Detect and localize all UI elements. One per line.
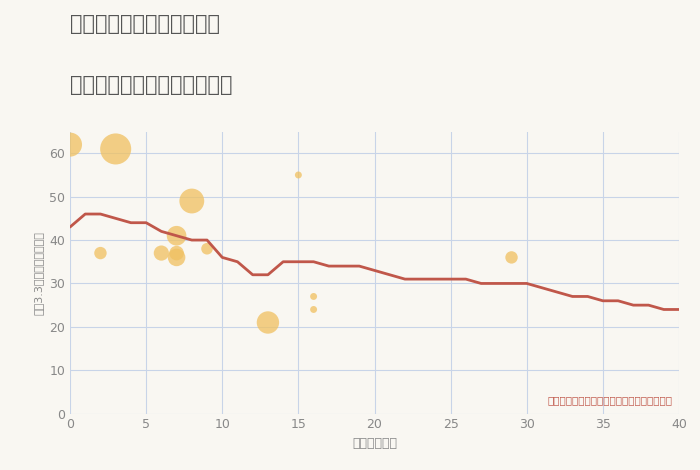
Point [308, 293, 319, 300]
Point [202, 245, 213, 252]
Point [156, 249, 167, 257]
Point [308, 306, 319, 313]
Point [64, 141, 76, 149]
X-axis label: 築年数（年）: 築年数（年） [352, 437, 397, 450]
Point [171, 254, 182, 261]
Y-axis label: 坪（3.3㎡）単価（万円）: 坪（3.3㎡）単価（万円） [34, 231, 43, 314]
Point [95, 249, 106, 257]
Text: 円の大きさは、取引のあった物件面積を示す: 円の大きさは、取引のあった物件面積を示す [548, 395, 673, 405]
Point [186, 197, 197, 205]
Point [506, 254, 517, 261]
Point [262, 319, 274, 326]
Point [171, 249, 182, 257]
Point [110, 145, 121, 153]
Point [293, 171, 304, 179]
Point [171, 232, 182, 240]
Text: 福岡県宗像市くりえいとの: 福岡県宗像市くりえいとの [70, 14, 220, 34]
Text: 築年数別中古マンション価格: 築年数別中古マンション価格 [70, 75, 232, 95]
